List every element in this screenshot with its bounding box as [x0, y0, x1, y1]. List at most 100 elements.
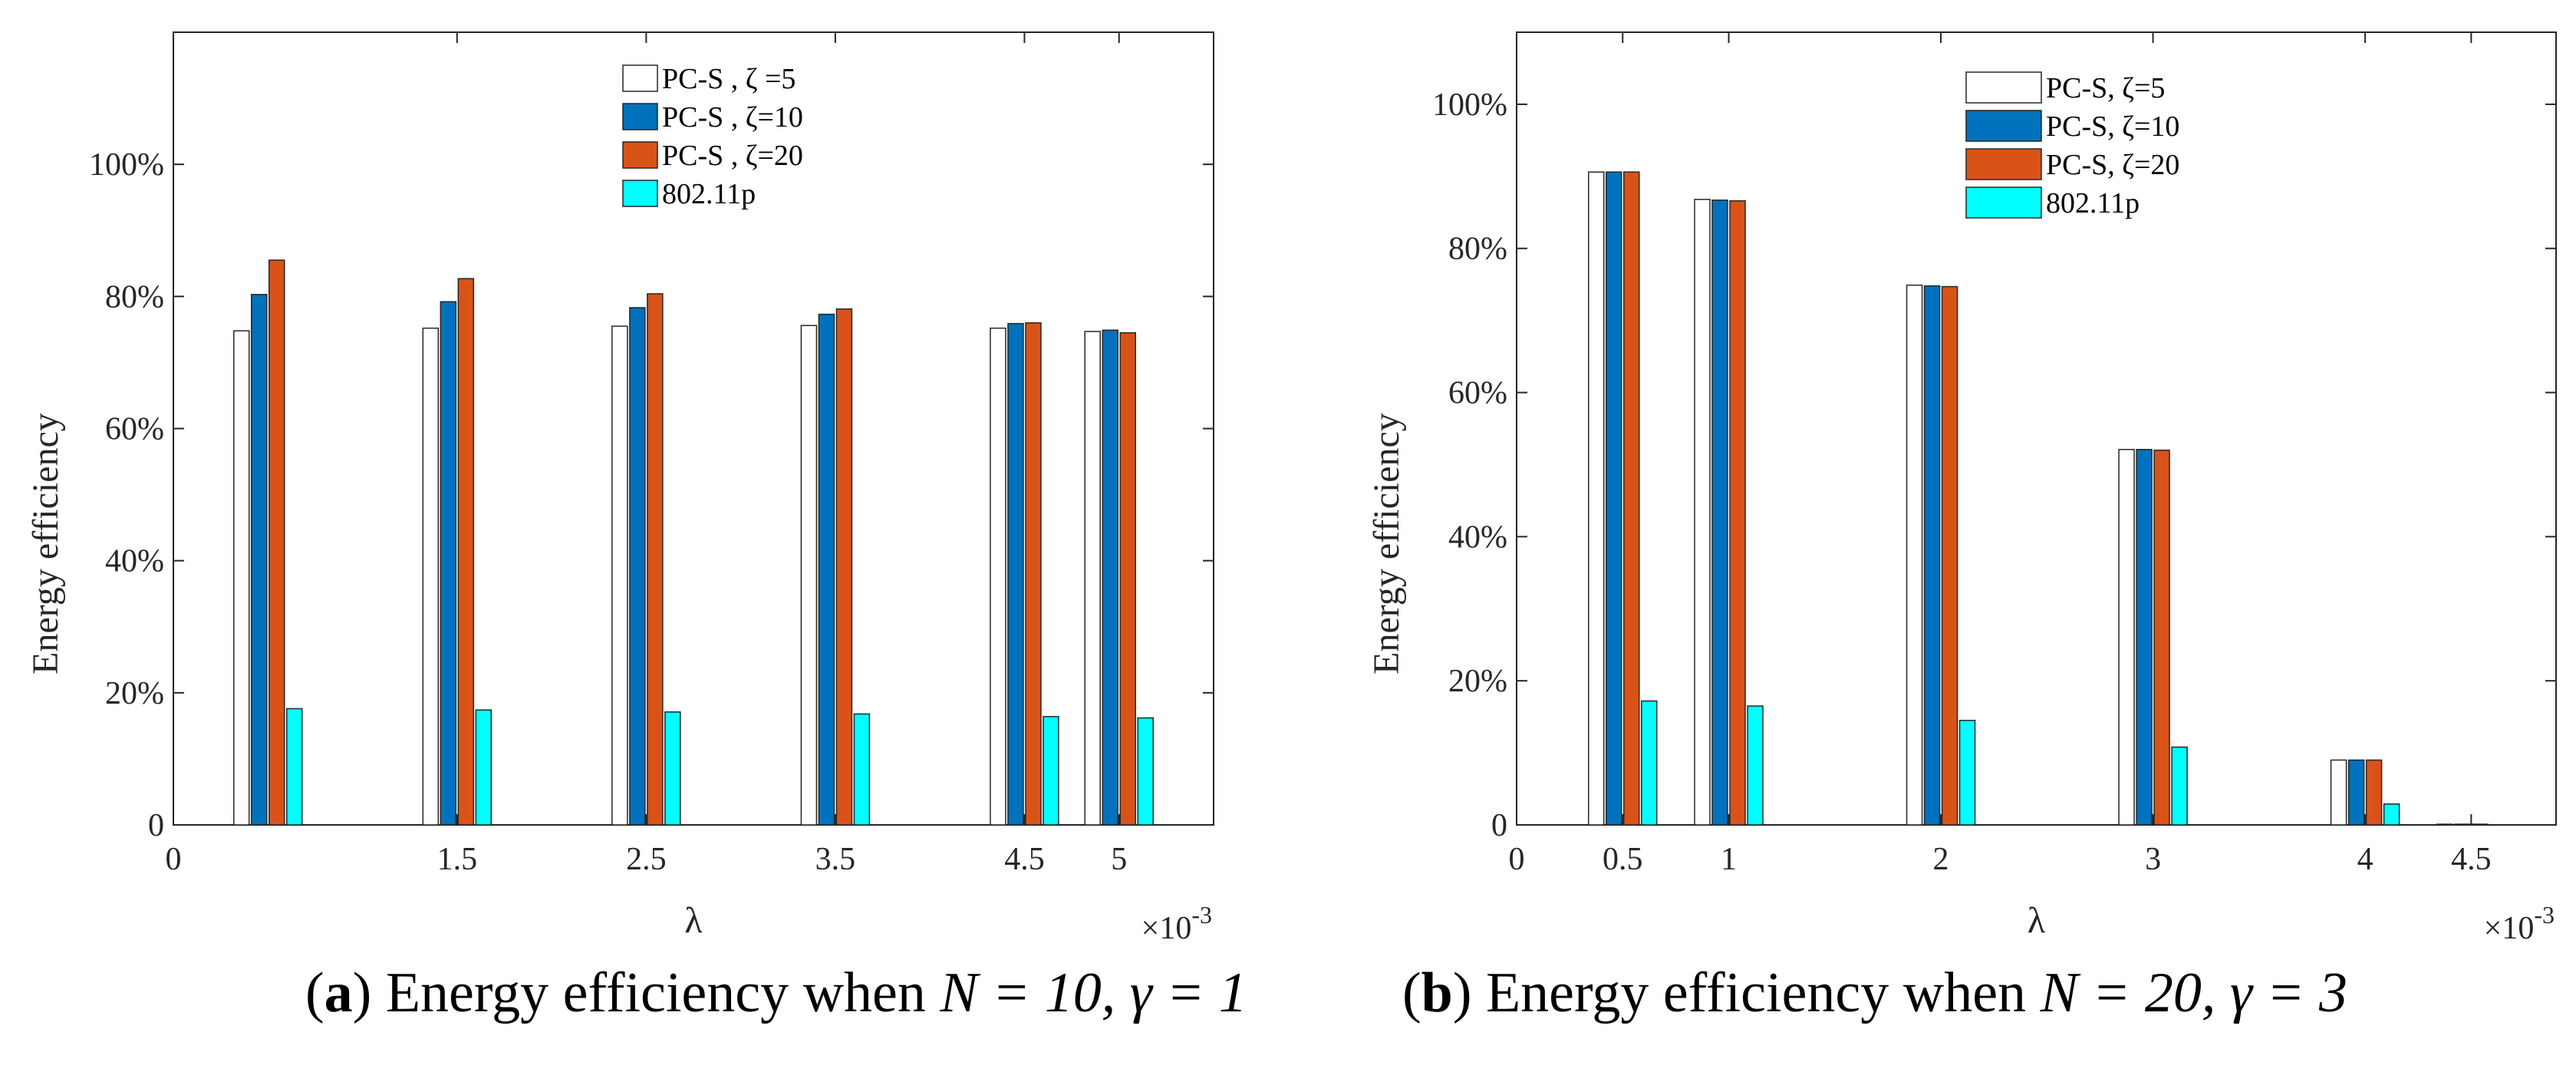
- legend-swatch-3: [1965, 148, 2042, 180]
- bar-1: [611, 325, 628, 826]
- bar-1: [2118, 448, 2135, 826]
- x-tick-label: 1.5: [437, 842, 478, 877]
- caption-math: N = 20, γ = 3: [2040, 962, 2347, 1024]
- bar-4: [1641, 700, 1658, 826]
- bar-3: [1941, 285, 1958, 826]
- y-tick-label: 20%: [1448, 664, 1507, 699]
- y-tick-label: 40%: [1448, 520, 1507, 555]
- bar-3: [2365, 759, 2383, 826]
- caption-text: Energy efficiency when: [1486, 962, 2026, 1024]
- y-axis-label: Energy efficiency: [1366, 413, 1407, 675]
- bar-1: [2436, 823, 2453, 826]
- bar-4: [853, 713, 871, 826]
- bar-3: [2153, 449, 2170, 826]
- bar-3: [1729, 200, 1746, 826]
- bar-4: [286, 708, 303, 826]
- bar-2: [1606, 171, 1622, 826]
- bar-4: [1958, 720, 1976, 826]
- y-tick-label: 20%: [105, 676, 164, 711]
- bar-2: [2136, 448, 2153, 826]
- bar-2: [1102, 329, 1118, 826]
- bar-4: [2171, 746, 2188, 826]
- caption-space: [926, 962, 940, 1024]
- caption-paren-open: (: [305, 962, 324, 1024]
- x-tick-label: 0: [1509, 842, 1525, 877]
- legend-label-3: PC-S , ζ=20: [662, 140, 803, 172]
- bar-2: [251, 294, 268, 826]
- bar-1: [233, 330, 250, 826]
- bar-4: [475, 709, 492, 826]
- bar-4: [1043, 716, 1059, 826]
- bar-2: [2347, 759, 2365, 826]
- caption-label: b: [1421, 962, 1453, 1024]
- bar-1: [422, 327, 440, 826]
- bar-1: [1084, 331, 1101, 826]
- x-tick-label: 4: [2357, 842, 2373, 877]
- figure-caption: (b) Energy efficiency when N = 20, γ = 3: [1402, 962, 2347, 1024]
- caption-label: a: [324, 962, 353, 1024]
- caption-math: N = 10, γ = 1: [939, 962, 1247, 1024]
- caption-paren-close: ): [353, 962, 386, 1024]
- x-tick-label: 2: [1933, 842, 1949, 877]
- bar-3: [1119, 331, 1136, 826]
- legend-label-2: PC-S, ζ=10: [2046, 110, 2179, 143]
- bar-3: [647, 293, 664, 826]
- bar-3: [1623, 171, 1640, 826]
- x-tick-label: 4.5: [2451, 842, 2492, 877]
- bar-2: [818, 313, 835, 826]
- y-tick-label: 0: [1491, 808, 1507, 843]
- legend-label-3: PC-S, ζ=20: [2046, 149, 2179, 181]
- bar-1: [1906, 284, 1923, 826]
- y-tick-label: 80%: [105, 279, 164, 315]
- caption-space: [2026, 962, 2041, 1024]
- bar-1: [2330, 759, 2347, 826]
- x-axis-label: λ: [2028, 900, 2046, 941]
- y-tick-label: 60%: [1448, 376, 1507, 411]
- x-tick-label: 1: [1721, 842, 1737, 877]
- bar-1: [1694, 199, 1711, 826]
- x-tick-label: 2.5: [626, 842, 667, 877]
- legend-swatch-1: [1965, 71, 2042, 104]
- x-tick-label: 4.5: [1004, 842, 1045, 877]
- bar-2: [1923, 285, 1941, 826]
- legend-label-4: 802.11p: [662, 178, 756, 210]
- x-tick-label: 5: [1111, 842, 1127, 877]
- y-tick-label: 100%: [89, 147, 164, 183]
- x-multiplier: ×10-3: [1141, 901, 1212, 946]
- x-multiplier-base: ×10: [2484, 911, 2535, 946]
- legend-label-2: PC-S , ζ=10: [662, 101, 803, 134]
- x-multiplier-base: ×10: [1141, 911, 1192, 946]
- legend-label-1: PC-S, ζ=5: [2046, 72, 2165, 104]
- bar-2: [629, 307, 646, 826]
- bar-2: [1007, 322, 1024, 826]
- caption-paren-close: ): [1453, 962, 1486, 1024]
- legend-swatch-4: [622, 180, 658, 207]
- figure-caption: (a) Energy efficiency when N = 10, γ = 1: [305, 962, 1247, 1024]
- bar-4: [1747, 705, 1764, 826]
- caption-paren-open: (: [1402, 962, 1421, 1024]
- caption-text: Energy efficiency when: [386, 962, 926, 1024]
- bar-3: [2472, 823, 2489, 826]
- bar-2: [1711, 200, 1728, 826]
- x-axis-label: λ: [684, 900, 703, 941]
- y-tick-label: 100%: [1432, 87, 1507, 123]
- bar-2: [2454, 823, 2471, 826]
- bar-3: [835, 308, 853, 826]
- y-tick-label: 80%: [1448, 232, 1507, 267]
- chart-panel-a: 0 20% 40% 60% 80% 100% 0 1.5 2.5 3.5 4.5 5 λ Energy e…: [25, 31, 1247, 1024]
- y-axis-label: Energy efficiency: [25, 413, 66, 675]
- x-tick-label: 0.5: [1603, 842, 1643, 877]
- legend-swatch-1: [622, 64, 658, 92]
- bar-4: [2383, 803, 2400, 826]
- x-tick-label: 0: [166, 842, 182, 877]
- x-tick-label: 3: [2145, 842, 2161, 877]
- legend-swatch-3: [622, 141, 658, 169]
- y-tick-label: 0: [148, 808, 164, 843]
- bar-3: [268, 259, 285, 826]
- legend-swatch-2: [622, 103, 658, 130]
- axes-box: [1516, 31, 2557, 826]
- x-tick-label: 3.5: [815, 842, 856, 877]
- y-tick-label: 40%: [105, 544, 164, 579]
- bar-4: [664, 711, 681, 826]
- bar-1: [1588, 171, 1605, 826]
